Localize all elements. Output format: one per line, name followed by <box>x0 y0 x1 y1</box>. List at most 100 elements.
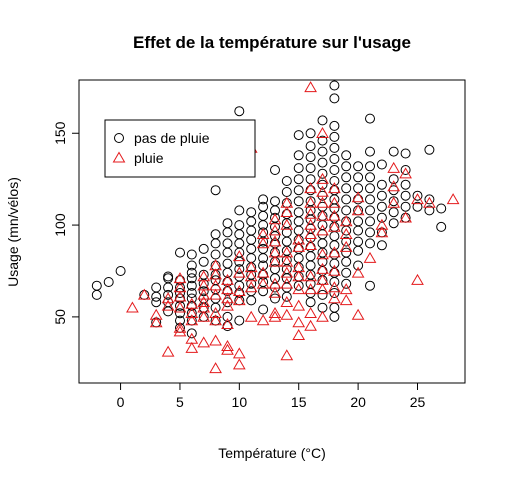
point-no-rain-231 <box>365 216 375 227</box>
legend-box <box>104 119 256 178</box>
point-no-rain-10 <box>163 282 174 293</box>
point-no-rain-182 <box>329 131 340 142</box>
point-rain-3 <box>149 316 163 328</box>
point-no-rain-148 <box>305 185 316 196</box>
point-no-rain-81 <box>246 234 257 245</box>
point-rain-123 <box>375 218 389 230</box>
point-no-rain-223 <box>353 260 364 271</box>
point-rain-112 <box>328 292 341 304</box>
point-no-rain-165 <box>317 168 328 179</box>
point-no-rain-103 <box>270 196 280 207</box>
point-no-rain-133 <box>293 196 304 207</box>
point-rain-0 <box>126 301 139 313</box>
point-no-rain-118 <box>281 209 292 220</box>
point-no-rain-26 <box>186 267 197 278</box>
point-rain-57 <box>268 224 282 236</box>
point-rain-115 <box>339 240 353 252</box>
point-no-rain-45 <box>210 238 221 249</box>
point-no-rain-30 <box>186 293 197 304</box>
point-rain-78 <box>292 270 306 282</box>
point-no-rain-22 <box>175 315 185 326</box>
point-rain-100 <box>316 248 329 260</box>
point-no-rain-226 <box>365 161 375 172</box>
point-rain-56 <box>268 213 282 225</box>
point-no-rain-57 <box>222 247 233 258</box>
point-no-rain-132 <box>293 185 304 196</box>
point-rain-94 <box>316 127 329 138</box>
point-no-rain-76 <box>234 315 245 326</box>
point-no-rain-163 <box>317 146 328 157</box>
point-no-rain-186 <box>329 176 340 186</box>
point-no-rain-2 <box>103 277 114 287</box>
point-no-rain-138 <box>293 243 304 254</box>
point-no-rain-14 <box>163 271 174 282</box>
point-no-rain-7 <box>151 297 162 308</box>
point-rain-105 <box>328 182 341 194</box>
point-rain-28 <box>209 288 222 300</box>
point-no-rain-258 <box>424 205 435 216</box>
point-rain-82 <box>292 329 306 340</box>
point-no-rain-73 <box>234 280 245 291</box>
point-rain-84 <box>304 182 317 194</box>
point-rain-23 <box>197 310 211 322</box>
point-no-rain-252 <box>400 201 411 212</box>
point-rain-31 <box>209 334 222 346</box>
point-no-rain-107 <box>270 231 280 242</box>
point-no-rain-260 <box>436 221 447 232</box>
point-no-rain-242 <box>388 146 399 157</box>
point-no-rain-162 <box>317 135 328 146</box>
point-no-rain-102 <box>270 165 280 175</box>
point-rain-71 <box>280 277 294 289</box>
point-no-rain-183 <box>329 142 340 153</box>
point-no-rain-199 <box>329 302 340 313</box>
point-rain-50 <box>244 310 258 322</box>
point-rain-12 <box>173 325 187 337</box>
point-rain-45 <box>232 358 246 370</box>
point-no-rain-209 <box>341 236 352 247</box>
point-no-rain-70 <box>234 256 245 267</box>
x-tick-label: 10 <box>232 394 248 410</box>
point-no-rain-60 <box>222 277 233 287</box>
point-no-rain-131 <box>293 174 304 185</box>
point-rain-44 <box>232 347 246 359</box>
point-no-rain-34 <box>186 328 197 339</box>
point-rain-104 <box>316 310 329 322</box>
point-rain-54 <box>256 277 270 289</box>
point-rain-14 <box>185 307 199 318</box>
point-rain-4 <box>161 292 175 304</box>
point-rain-116 <box>339 283 353 295</box>
points-layer <box>91 80 460 374</box>
point-rain-17 <box>185 341 199 353</box>
point-no-rain-205 <box>341 194 352 205</box>
point-no-rain-54 <box>222 218 233 229</box>
point-no-rain-250 <box>400 179 411 190</box>
point-no-rain-225 <box>365 146 375 157</box>
point-rain-1 <box>137 288 151 300</box>
point-rain-120 <box>351 266 365 278</box>
point-no-rain-212 <box>341 267 352 278</box>
point-no-rain-177 <box>317 289 328 300</box>
point-no-rain-161 <box>317 115 328 126</box>
point-rain-122 <box>363 251 377 263</box>
x-tick-label: 5 <box>176 394 184 410</box>
point-no-rain-156 <box>305 260 316 271</box>
point-no-rain-166 <box>317 179 328 190</box>
point-no-rain-256 <box>424 144 435 155</box>
point-no-rain-198 <box>329 288 340 298</box>
point-no-rain-79 <box>246 216 257 227</box>
point-rain-37 <box>221 318 234 329</box>
point-no-rain-249 <box>400 165 411 175</box>
point-rain-90 <box>304 270 317 282</box>
point-rain-98 <box>316 209 329 221</box>
point-no-rain-68 <box>234 238 245 249</box>
point-no-rain-228 <box>365 183 375 194</box>
point-no-rain-219 <box>353 216 364 227</box>
point-no-rain-44 <box>210 229 221 240</box>
point-no-rain-204 <box>341 183 352 194</box>
point-no-rain-77 <box>234 106 245 117</box>
point-no-rain-203 <box>341 172 352 183</box>
point-rain-76 <box>292 240 306 252</box>
point-no-rain-144 <box>305 141 316 152</box>
point-no-rain-146 <box>305 163 316 174</box>
point-no-rain-101 <box>258 304 269 315</box>
